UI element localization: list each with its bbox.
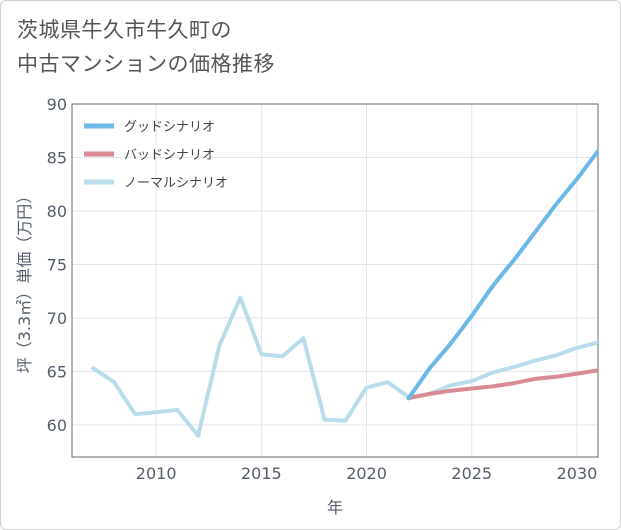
chart-title: 茨城県牛久市牛久町の 中古マンションの価格推移 [17,13,275,81]
data-point [534,231,536,233]
data-point [513,382,515,384]
data-point [492,285,494,287]
legend-label: グッドシナリオ [124,120,215,135]
data-point [260,353,262,355]
x-tick-label: 2015 [241,464,282,483]
data-point [576,178,578,180]
data-point [197,435,199,437]
y-tick-label: 60 [47,416,67,435]
data-point [471,315,473,317]
data-point [471,380,473,382]
data-point [450,384,452,386]
data-point [429,393,431,395]
data-point [597,150,598,152]
data-point [492,385,494,387]
data-point [281,355,283,357]
series-layer [91,149,598,438]
data-point [134,413,136,415]
y-tick-label: 80 [47,202,67,221]
data-point [366,386,368,388]
data-point [429,367,431,369]
data-point [323,419,325,421]
data-point [534,378,536,380]
data-point [345,420,347,422]
x-tick-labels: 2010 2015 2020 2025 2030 [136,464,598,483]
title-line-1: 茨城県牛久市牛久町の [17,18,232,42]
data-point [534,360,536,362]
data-point [302,337,304,339]
data-point [513,259,515,261]
x-tick-label: 2025 [451,464,492,483]
data-point [113,381,115,383]
data-point [555,354,557,356]
title-line-2: 中古マンションの価格推移 [17,52,275,76]
y-tick-label: 90 [47,95,67,114]
data-point [492,371,494,373]
legend-label: ノーマルシナリオ [124,176,228,191]
legend-label: バッドシナリオ [124,148,215,163]
x-tick-label: 2010 [136,464,177,483]
data-point [239,297,241,299]
y-tick-label: 75 [47,255,67,274]
series-line-0 [406,149,598,401]
plot-border [71,103,599,458]
y-tick-label: 70 [47,309,67,328]
data-point [176,409,178,411]
data-point [155,411,157,413]
x-tick-label: 2020 [346,464,387,483]
data-point [597,342,598,344]
data-point [218,345,220,347]
data-point [387,381,389,383]
data-point [408,397,410,399]
data-point [450,343,452,345]
x-tick-label: 2030 [557,464,598,483]
x-axis-title: 年 [327,498,343,517]
y-tick-label: 65 [47,362,67,381]
series-line-1 [406,368,598,401]
data-point [513,366,515,368]
y-tick-label: 85 [47,148,67,167]
data-point [92,367,94,369]
data-point [597,369,598,371]
data-point [450,390,452,392]
data-point [576,347,578,349]
y-axis-title: 坪（3.3㎡）単価（万円） [15,188,34,373]
data-point [555,204,557,206]
data-point [555,376,557,378]
data-point [471,388,473,390]
y-tick-labels: 60 65 70 75 80 85 90 [47,95,67,435]
data-point [576,373,578,375]
